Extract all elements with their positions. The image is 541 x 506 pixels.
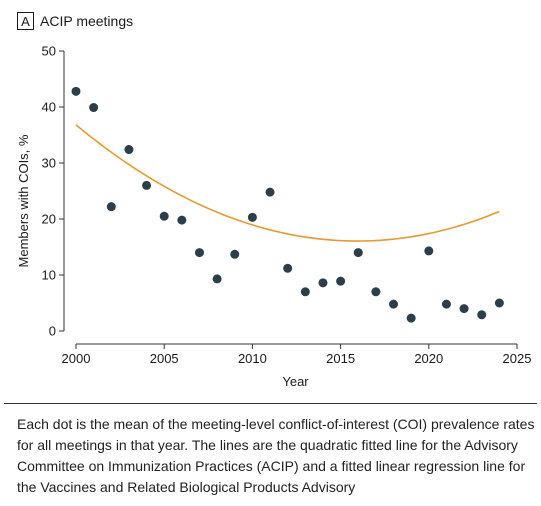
panel-header: A ACIP meetings	[17, 12, 133, 30]
data-point	[477, 310, 487, 320]
data-point	[318, 278, 328, 288]
y-tick-label: 10	[42, 268, 56, 283]
data-point	[194, 248, 204, 258]
data-point	[106, 202, 116, 212]
data-point	[424, 246, 434, 256]
y-tick-label: 40	[42, 100, 56, 115]
data-point	[494, 298, 504, 308]
data-point	[230, 249, 240, 259]
y-tick-label: 20	[42, 212, 56, 227]
y-tick-label: 0	[49, 324, 56, 339]
x-tick-label: 2000	[62, 351, 91, 366]
y-tick-label: 30	[42, 156, 56, 171]
data-point	[71, 86, 81, 96]
data-point	[89, 103, 99, 113]
data-point	[212, 274, 222, 284]
data-point	[371, 287, 381, 297]
data-point	[336, 276, 346, 286]
data-point	[177, 215, 187, 225]
data-point	[441, 299, 451, 309]
data-point	[265, 187, 275, 197]
data-point	[283, 263, 293, 273]
caption-divider	[4, 403, 537, 404]
data-point	[459, 304, 469, 314]
y-tick-label: 50	[42, 44, 56, 59]
data-point	[159, 211, 169, 221]
data-point	[353, 248, 363, 258]
x-tick-label: 2020	[414, 351, 443, 366]
data-point	[124, 145, 134, 155]
figure-caption: Each dot is the mean of the meeting-leve…	[17, 416, 535, 495]
data-point	[142, 180, 152, 190]
x-tick-label: 2015	[326, 351, 355, 366]
x-tick-label: 2010	[238, 351, 267, 366]
data-point	[247, 212, 257, 222]
panel-letter: A	[17, 12, 34, 30]
x-tick-label: 2025	[503, 351, 532, 366]
scatter-chart: 0 10 20 30 40 50 2000 2005 2010 2015 2020 2025 Year M…	[16, 44, 532, 390]
x-axis-label: Year	[282, 374, 309, 389]
quadratic-fit-line	[75, 124, 500, 242]
data-point	[300, 287, 310, 297]
chart-figure: A ACIP meetings 0 10 20 30 40 50 2000 2005 2010 2…	[16, 12, 532, 390]
chart-title: ACIP meetings	[40, 13, 134, 29]
data-point	[406, 313, 416, 323]
x-tick-label: 2005	[150, 351, 179, 366]
y-axis-label: Members with COIs, %	[16, 134, 31, 267]
data-point	[389, 299, 399, 309]
